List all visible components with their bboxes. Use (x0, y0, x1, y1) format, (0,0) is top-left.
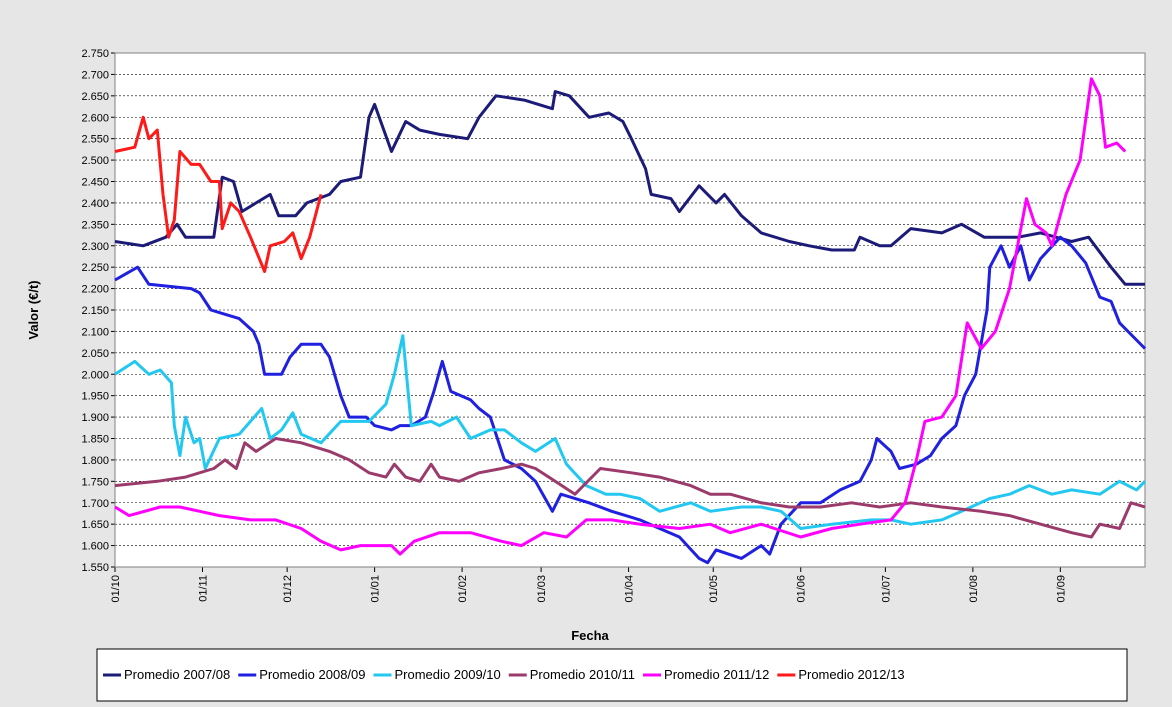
y-tick-label: 2.400 (81, 198, 109, 210)
y-tick-label: 1.600 (81, 541, 109, 553)
x-tick-label: 01/05 (708, 575, 720, 603)
series-line (114, 334, 1147, 530)
y-tick-label: 2.300 (81, 241, 109, 253)
x-axis-title: Fecha (571, 628, 609, 643)
legend-box (96, 648, 1128, 702)
y-tick-label: 1.850 (81, 434, 109, 446)
y-tick-label: 1.700 (81, 498, 109, 510)
legend-label: Promedio 2009/10 (395, 667, 501, 682)
x-tick-label: 01/01 (370, 575, 382, 603)
plot-area (115, 53, 1145, 567)
y-tick-label: 1.750 (81, 476, 109, 488)
y-tick-label: 1.800 (81, 455, 109, 467)
legend-label: Promedio 2012/13 (798, 667, 904, 682)
y-tick-label: 2.500 (81, 155, 109, 167)
series-line (114, 90, 1145, 286)
y-tick-label: 1.900 (81, 412, 109, 424)
series-line (114, 235, 1147, 565)
y-tick-label: 2.650 (81, 91, 109, 103)
x-tick-label: 01/10 (110, 575, 122, 603)
y-axis-title: Valor (€/t) (26, 280, 41, 339)
y-tick-label: 2.700 (81, 69, 109, 81)
legend-label: Promedio 2007/08 (124, 667, 230, 682)
y-tick-label: 1.950 (81, 391, 109, 403)
y-tick-label: 1.650 (81, 519, 109, 531)
x-tick-label: 01/11 (197, 575, 209, 602)
series-line (114, 115, 323, 273)
y-tick-label: 2.000 (81, 369, 109, 381)
y-tick-label: 2.050 (81, 348, 109, 360)
y-tick-label: 2.750 (81, 48, 109, 60)
plot-border (114, 52, 1146, 568)
series-line (114, 437, 1146, 539)
series-line (114, 77, 1127, 556)
y-tick-label: 2.200 (81, 284, 109, 296)
y-tick-label: 2.100 (81, 326, 109, 338)
y-tick-label: 1.550 (81, 562, 109, 574)
x-tick-label: 01/03 (536, 575, 548, 603)
y-tick-label: 2.250 (81, 262, 109, 274)
y-tick-label: 2.600 (81, 112, 109, 124)
x-tick-label: 01/12 (282, 575, 294, 603)
x-tick-label: 01/06 (796, 575, 808, 603)
x-tick-label: 01/02 (457, 575, 469, 603)
x-tick-label: 01/07 (880, 575, 892, 603)
y-tick-label: 2.450 (81, 177, 109, 189)
y-tick-label: 2.150 (81, 305, 109, 317)
x-tick-label: 01/08 (968, 575, 980, 603)
x-tick-label: 01/04 (624, 575, 636, 603)
legend-label: Promedio 2008/09 (259, 667, 365, 682)
legend-label: Promedio 2011/12 (664, 667, 769, 682)
y-tick-label: 2.350 (81, 219, 109, 231)
y-tick-label: 2.550 (81, 134, 109, 146)
legend-label: Promedio 2010/11 (530, 667, 635, 682)
x-tick-label: 01/09 (1055, 575, 1067, 603)
